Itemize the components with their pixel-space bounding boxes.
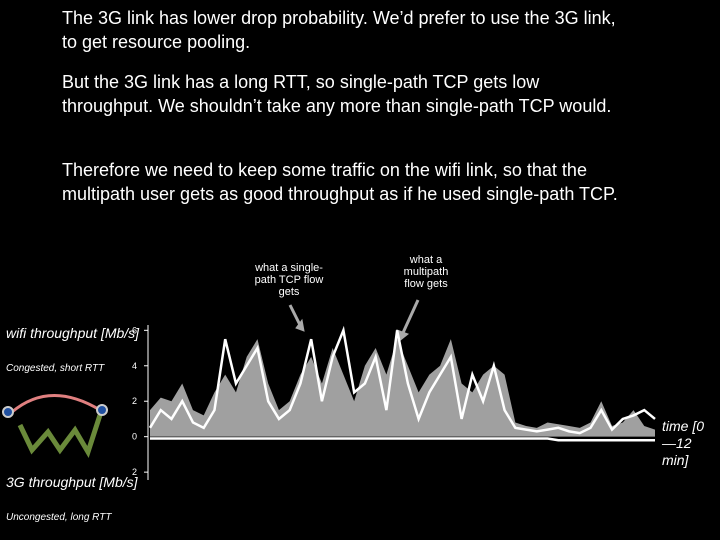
paragraph: Therefore we need to keep some traffic o… — [62, 160, 618, 204]
link-icon — [2, 394, 108, 459]
paragraph: But the 3G link has a long RTT, so singl… — [62, 72, 612, 116]
line — [150, 440, 656, 460]
line — [148, 325, 656, 435]
axis-label: wifi throughput [Mb/s] — [6, 325, 140, 341]
axis-label: time [0 —12 min] — [662, 418, 705, 468]
y-tick-label: 6 — [132, 325, 137, 335]
axis-label: 3G throughput [Mb/s] — [6, 474, 138, 490]
note: Congested, short RTT — [6, 363, 105, 374]
line — [150, 437, 655, 442]
annotation: what a multipath flow gets — [403, 254, 449, 290]
arrows — [288, 299, 420, 343]
y-tick-label: 2 — [132, 396, 137, 406]
annotation: what a single-path TCP flow gets — [254, 262, 324, 298]
y-tick-label: 2 — [132, 467, 137, 477]
paragraph: The 3G link has lower drop probability. … — [62, 8, 616, 52]
note: Uncongested, long RTT — [6, 512, 112, 523]
y-tick-label: 0 — [132, 432, 137, 442]
y-tick-label: 4 — [132, 361, 137, 371]
